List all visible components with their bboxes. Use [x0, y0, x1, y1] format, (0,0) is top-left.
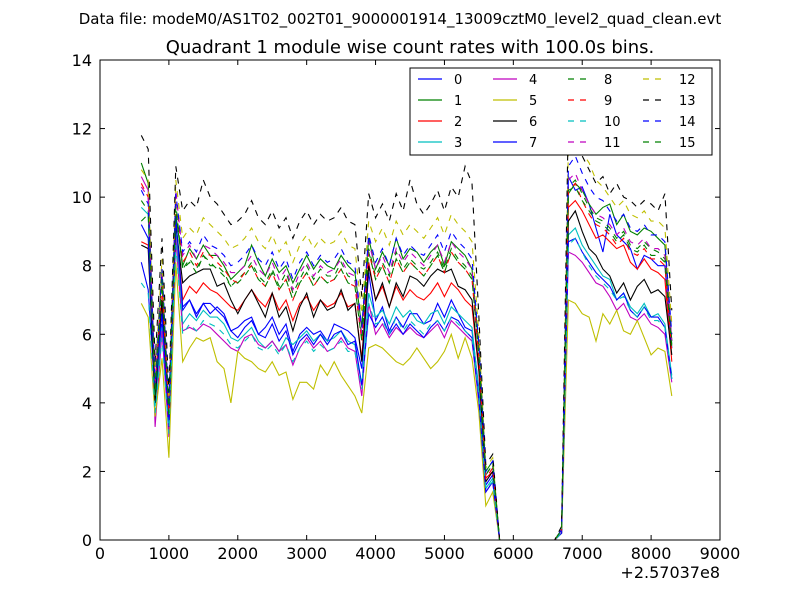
- legend-label-1: 1: [454, 94, 462, 109]
- series-line-3: [140, 207, 673, 541]
- x-tick-label: 8000: [631, 544, 672, 563]
- legend-label-13: 13: [679, 94, 696, 109]
- series-line-10: [140, 237, 673, 541]
- legend-label-10: 10: [604, 115, 621, 130]
- legend-label-5: 5: [529, 94, 537, 109]
- y-tick-label: 0: [82, 531, 92, 550]
- y-tick-label: 10: [72, 188, 92, 207]
- y-tick-label: 8: [82, 257, 92, 276]
- legend-label-4: 4: [529, 73, 537, 88]
- plot-frame: [99, 59, 721, 541]
- series-line-11: [140, 172, 673, 541]
- series-line-5: [140, 262, 673, 541]
- series-line-8: [140, 179, 673, 541]
- legend-label-11: 11: [604, 136, 621, 151]
- legend-label-6: 6: [529, 115, 537, 130]
- legend-label-2: 2: [454, 115, 462, 130]
- x-tick-label: 6000: [493, 544, 534, 563]
- series-line-2: [141, 199, 673, 541]
- x-tick-label: 4000: [355, 544, 396, 563]
- legend-label-14: 14: [679, 115, 696, 130]
- x-axis-offset-label: +2.57037e8: [620, 563, 720, 582]
- y-tick-label: 14: [72, 51, 92, 70]
- legend-box: [409, 67, 713, 156]
- x-tick-label: 2000: [217, 544, 258, 563]
- legend-label-7: 7: [529, 136, 537, 151]
- y-tick-label: 6: [82, 325, 92, 344]
- x-tick-label: 7000: [562, 544, 603, 563]
- y-tick-label: 4: [82, 394, 92, 413]
- series-line-6: [141, 209, 673, 541]
- y-tick-label: 2: [82, 462, 92, 481]
- figure-suptitle: Data file: modeM0/AS1T02_002T01_90000019…: [79, 10, 722, 29]
- x-tick-label: 0: [95, 544, 105, 563]
- legend-label-0: 0: [454, 73, 462, 88]
- x-tick-label: 3000: [286, 544, 327, 563]
- x-tick-label: 1000: [149, 544, 190, 563]
- legend-label-9: 9: [604, 94, 612, 109]
- series-line-13: [140, 111, 673, 541]
- chart-title: Quadrant 1 module wise count rates with …: [166, 37, 655, 58]
- y-tick-label: 12: [72, 120, 92, 139]
- series-line-1: [140, 162, 673, 541]
- legend-label-3: 3: [454, 136, 462, 151]
- legend-label-15: 15: [679, 136, 696, 151]
- legend-label-12: 12: [679, 73, 696, 88]
- x-axis: 0 1000 2000 3000 4000 5000 6000 7000 8000 9000: [95, 60, 740, 563]
- series-line-4: [140, 176, 673, 541]
- series-line-7: [140, 217, 673, 541]
- x-tick-label: 9000: [700, 544, 741, 563]
- x-tick-label: 5000: [424, 544, 465, 563]
- series-line-14: [140, 154, 673, 541]
- series-line-15: [140, 186, 673, 541]
- legend-label-8: 8: [604, 73, 612, 88]
